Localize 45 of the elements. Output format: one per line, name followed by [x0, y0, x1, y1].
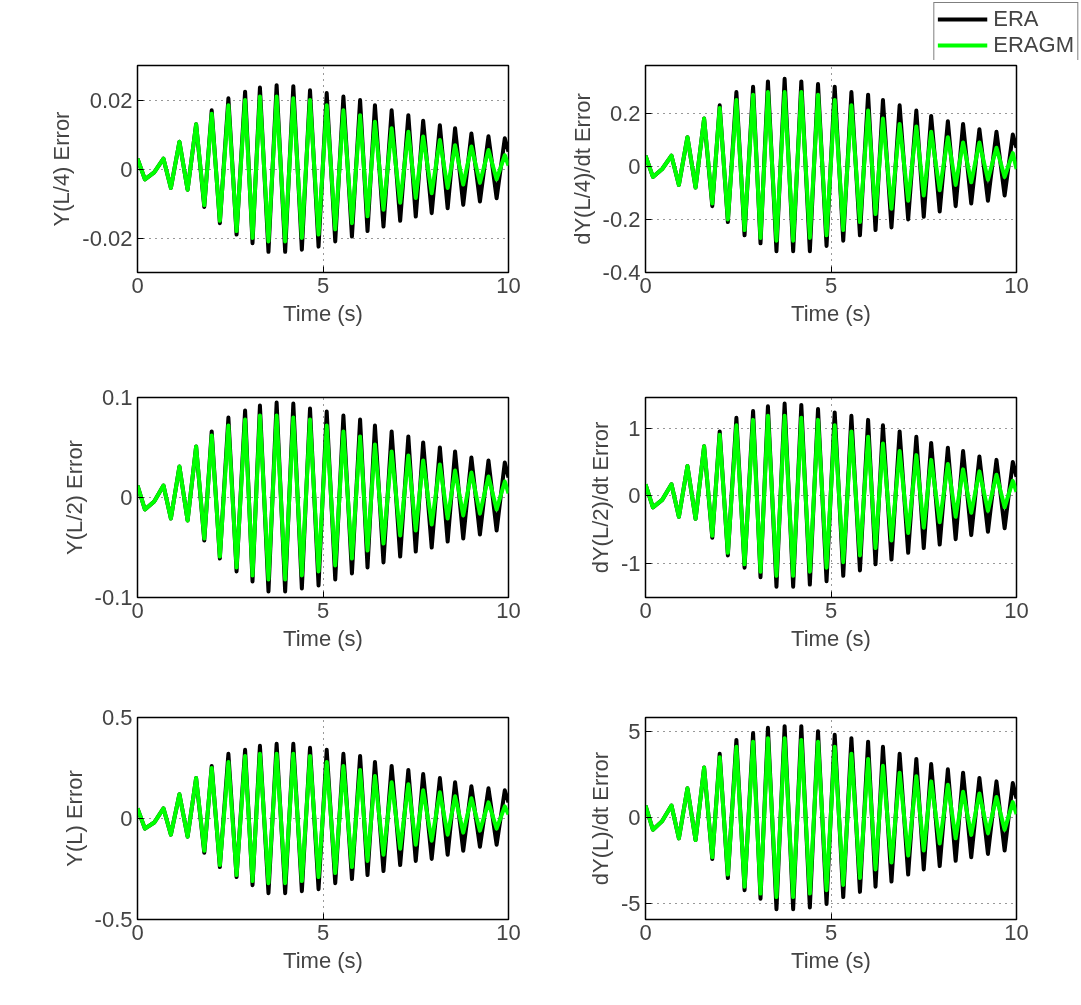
x-axis-title: Time (s) [791, 300, 871, 326]
y-tick-label: 0 [628, 153, 641, 179]
x-tick-label: 5 [316, 919, 330, 945]
y-tick-label: -0.02 [82, 225, 133, 251]
x-axis-title: Time (s) [283, 947, 363, 973]
x-axis-title: Time (s) [283, 300, 363, 326]
x-axis-title: Time (s) [283, 625, 363, 651]
x-tick-label: 5 [316, 272, 330, 298]
y-tick-label: -5 [620, 891, 641, 917]
y-tick-label: -0.4 [602, 260, 641, 285]
y-tick-label: 5 [628, 718, 641, 744]
y-tick-label: 0.02 [89, 87, 133, 113]
x-tick-label: 10 [1004, 919, 1029, 945]
y-tick-label: 1 [628, 415, 641, 441]
x-tick-label: 10 [496, 272, 521, 298]
x-tick-label: 10 [496, 919, 521, 945]
legend-label: ERA [993, 6, 1039, 32]
y-tick-label: 0 [120, 806, 133, 831]
y-tick-label: 0 [628, 483, 641, 509]
y-axis-title: dY(L/4)/dt Error [569, 93, 595, 245]
y-axis-title: Y(L/2) Error [61, 440, 87, 555]
y-axis-title: dY(L/2)/dt Error [587, 421, 613, 574]
legend-label: ERAGM [993, 32, 1074, 58]
y-axis-title: Y(L/4) Error [49, 111, 75, 227]
x-tick-label: 10 [1004, 597, 1029, 623]
y-axis-title: dY(L)/dt Error [587, 751, 613, 886]
x-tick-label: 5 [824, 272, 838, 298]
y-tick-label: -0.1 [94, 585, 133, 610]
x-tick-label: 10 [496, 597, 521, 623]
x-axis-title: Time (s) [791, 947, 871, 973]
x-tick-label: 5 [824, 597, 838, 623]
y-tick-label: -0.5 [94, 907, 133, 932]
y-tick-label: 0 [120, 156, 133, 182]
y-tick-label: -1 [620, 551, 641, 577]
x-tick-label: 5 [316, 597, 330, 623]
y-axis-title: Y(L) Error [61, 770, 87, 867]
y-tick-label: 0.5 [101, 705, 133, 730]
x-axis-title: Time (s) [791, 625, 871, 651]
y-tick-label: 0.2 [609, 100, 641, 126]
y-tick-label: -0.2 [602, 206, 641, 232]
y-tick-label: 0 [120, 485, 133, 510]
y-tick-label: 0.1 [101, 385, 133, 410]
x-tick-label: 5 [824, 919, 838, 945]
y-tick-label: 0 [628, 805, 641, 831]
x-tick-label: 10 [1004, 272, 1029, 298]
